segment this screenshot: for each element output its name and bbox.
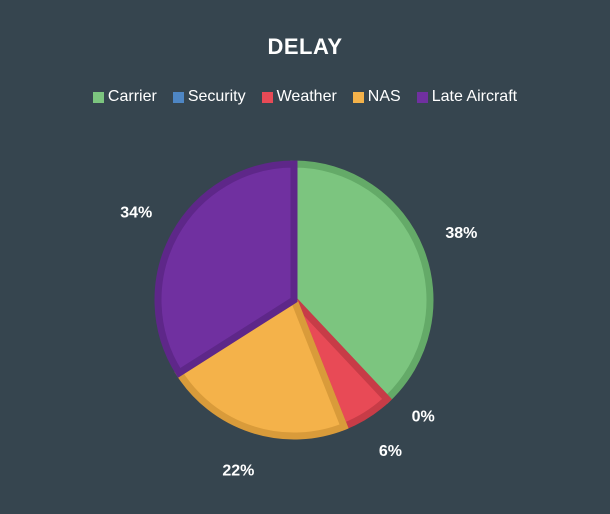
pie-slice-carrier[interactable]	[290, 160, 434, 405]
data-label-carrier: 38%	[445, 225, 477, 242]
legend-label-nas: NAS	[367, 88, 401, 105]
legend-swatch-carrier	[92, 91, 104, 103]
legend-label-late-aircraft: Late Aircraft	[431, 88, 518, 105]
pie-slice-nas[interactable]	[174, 294, 349, 440]
chart-title: DELAY	[267, 34, 343, 59]
legend-swatch-weather	[261, 91, 273, 103]
data-label-nas: 22%	[222, 462, 254, 479]
legend-swatch-security	[172, 91, 184, 103]
legend-label-weather: Weather	[276, 88, 337, 105]
legend: Carrier Security Weather NAS Late Aircra…	[0, 88, 610, 106]
legend-label-security: Security	[187, 88, 246, 105]
data-label-weather: 6%	[379, 443, 402, 460]
data-label-late-aircraft: 34%	[120, 205, 152, 222]
legend-item-weather[interactable]: Weather	[261, 88, 337, 106]
legend-label-carrier: Carrier	[107, 88, 157, 105]
legend-item-nas[interactable]: NAS	[352, 88, 401, 106]
legend-item-security[interactable]: Security	[172, 88, 246, 106]
pie-slice-late-aircraft[interactable]	[154, 160, 298, 378]
legend-swatch-nas	[352, 91, 364, 103]
legend-item-carrier[interactable]: Carrier	[92, 88, 157, 106]
data-label-security: 0%	[412, 408, 435, 425]
legend-swatch-late-aircraft	[416, 91, 428, 103]
legend-item-late-aircraft[interactable]: Late Aircraft	[416, 88, 518, 106]
